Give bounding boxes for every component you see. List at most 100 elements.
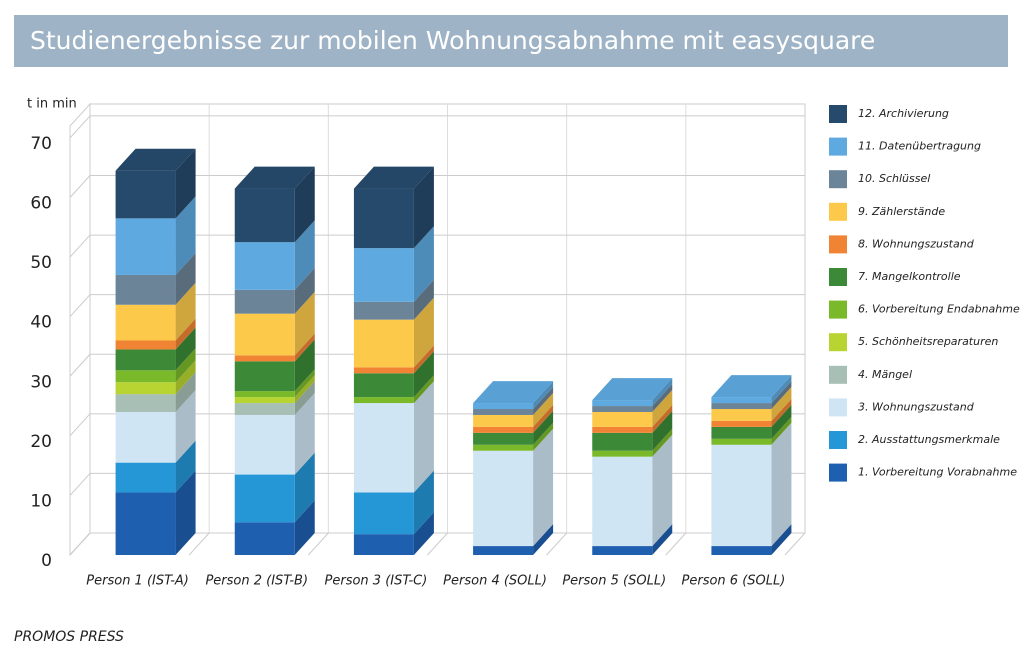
grid-line-side (69, 115, 91, 139)
bar-side (294, 291, 315, 356)
bar-segment (115, 349, 176, 371)
y-tick-label: 10 (30, 491, 52, 511)
legend-swatch (829, 333, 847, 352)
y-axis-label: t in min (27, 97, 77, 112)
bar-side (771, 387, 792, 421)
bar-segment (234, 361, 295, 392)
legend-swatch (829, 268, 847, 286)
bar-side (413, 297, 434, 368)
bar-segment (353, 319, 414, 368)
bar-side (771, 381, 792, 410)
bar-segment (473, 546, 534, 555)
legend-label: 11. Datenübertragung (858, 140, 981, 153)
bar-segment (353, 492, 414, 535)
bar-side (175, 148, 196, 219)
floor-line (307, 532, 329, 556)
legend: 1. Vorbereitung Vorabnahme 2. Ausstattung… (829, 105, 1020, 482)
bar-segment (234, 355, 295, 362)
grid-line-side (69, 532, 91, 556)
footer: PROMOS PRESS (14, 629, 124, 645)
bar-side (175, 252, 196, 305)
bar-side (294, 333, 315, 362)
bar-segment (473, 432, 534, 445)
bar-top (115, 148, 196, 171)
x-tick-label: Person 6 (SOLL) (682, 574, 786, 589)
legend-swatch (829, 398, 847, 417)
bar-segment (115, 340, 176, 350)
bar-side (294, 369, 315, 398)
legend-swatch (829, 463, 847, 482)
bar-side (652, 410, 673, 451)
floor-line (784, 532, 806, 556)
legend-label: 10. Schlüssel (858, 172, 930, 185)
bar-segment (711, 420, 772, 427)
legend-swatch (829, 235, 847, 254)
bar-segment (115, 370, 176, 383)
bar-segment (473, 426, 534, 433)
x-tick-label: Person 4 (SOLL) (443, 574, 547, 589)
legend-swatch (829, 170, 847, 189)
bar-side (175, 470, 196, 555)
bar-segment (711, 546, 772, 555)
bar-side (413, 226, 434, 302)
bar-side (294, 452, 315, 523)
bar-segment (711, 409, 772, 421)
bar-side (413, 512, 434, 555)
bar-segment (353, 301, 414, 320)
x-tick-label: Person 2 (IST-B) (205, 574, 308, 589)
bar-side (294, 392, 315, 475)
y-tick-label: 0 (41, 551, 52, 571)
bar-side (413, 381, 434, 493)
bar-side (533, 387, 554, 415)
bar-segment (115, 274, 176, 305)
y-tick-label: 50 (30, 253, 52, 273)
x-tick-label: Person 5 (SOLL) (562, 574, 666, 589)
bar-segment (234, 289, 295, 314)
bar-side (294, 375, 315, 404)
y-tick-label: 20 (30, 432, 52, 452)
floor-line (546, 532, 568, 556)
bar-side (533, 422, 554, 451)
bar-side (294, 339, 315, 392)
bar-segment (473, 444, 534, 451)
bar-side (533, 392, 554, 427)
bar-segment (592, 450, 653, 457)
legend-swatch (829, 105, 847, 123)
legend-swatch (829, 202, 847, 221)
bar-top (711, 375, 792, 398)
bar-side (652, 384, 673, 412)
grid-line-side (69, 175, 91, 198)
bar-side (771, 404, 792, 439)
legend-label: 1. Vorbereitung Vorabnahme (858, 466, 1017, 479)
title-bar (14, 15, 1008, 67)
bar-segment (592, 546, 653, 555)
bar-side (294, 220, 315, 290)
legend-label: 7. Mangelkontrolle (858, 270, 961, 283)
legend-label: 9. Zählerstände (858, 205, 945, 218)
bar-side (294, 267, 315, 314)
bar-segment (353, 188, 414, 249)
bar-segment (234, 391, 295, 398)
bar-segment (592, 406, 653, 412)
grid-line-side (69, 234, 91, 258)
bar-side (413, 166, 434, 249)
bar-side (652, 524, 673, 555)
bar-side (175, 440, 196, 493)
bar-top (473, 381, 554, 404)
bar-side (652, 390, 673, 427)
grid-line-side (69, 294, 91, 318)
bar-segment (473, 403, 534, 410)
bar-segment (711, 438, 772, 445)
floor-line (665, 532, 687, 556)
legend-swatch (829, 365, 847, 384)
bar-segment (234, 397, 295, 404)
bar-side (533, 404, 554, 433)
bar-side (771, 524, 792, 555)
bar-side (771, 416, 792, 445)
grid-line-side (69, 473, 91, 496)
bar-segment (711, 397, 772, 404)
bar-side (413, 279, 434, 320)
bar-side (652, 434, 673, 547)
bar-top (353, 166, 434, 189)
side-wall (69, 102, 91, 557)
